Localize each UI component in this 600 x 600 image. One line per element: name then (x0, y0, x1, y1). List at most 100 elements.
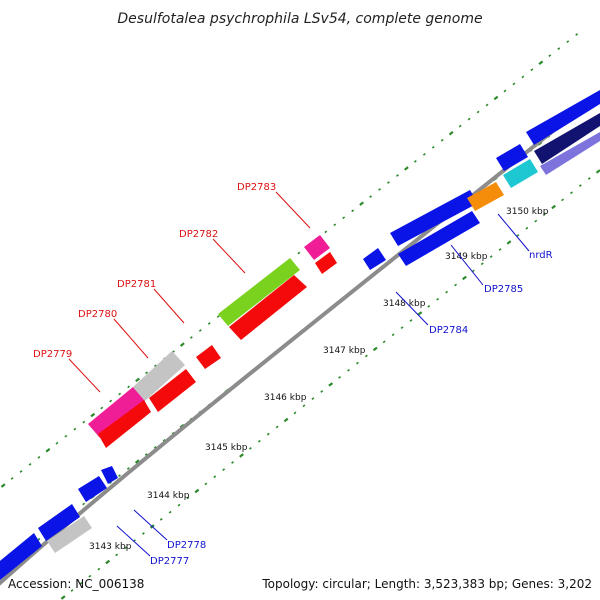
tick-dot-55 (493, 95, 499, 101)
tick-dot-172 (417, 311, 423, 316)
leader-dp2777 (116, 525, 151, 557)
tick-dot-151 (231, 461, 234, 464)
tick-dot-154 (257, 439, 261, 443)
tick-dot-2 (19, 470, 23, 473)
feature-red-3[interactable] (196, 345, 221, 369)
tick-dot-155 (266, 432, 270, 436)
tick-dot-177 (462, 275, 467, 281)
upper-leader-lines (68, 191, 311, 393)
label-dp2785[interactable]: DP2785 (484, 284, 523, 295)
tick-dot-58 (521, 75, 525, 79)
kbp-label-3143: 3143 kbp (89, 542, 132, 552)
tick-dot-16 (145, 371, 148, 375)
tick-dot-191 (587, 177, 591, 180)
tick-dot-132 (60, 595, 66, 600)
tick-dot-3 (28, 462, 32, 466)
feature-dp2780-grey[interactable] (133, 351, 185, 401)
tick-dot-186 (543, 212, 547, 216)
tick-dot-9 (82, 420, 86, 424)
label-nrdr[interactable]: nrdR (529, 250, 553, 261)
tick-dot-69 (37, 537, 41, 541)
kbp-label-3147: 3147 kbp (323, 346, 366, 356)
tick-dot-137 (105, 559, 111, 565)
tick-dot-45 (404, 166, 409, 171)
feature-blue-lower-3[interactable] (78, 476, 107, 502)
label-dp2781[interactable]: DP2781 (117, 279, 156, 290)
feature-dp2783-pink[interactable] (304, 235, 330, 260)
tick-dot-12 (109, 399, 113, 403)
tick-dot-20 (179, 342, 185, 347)
label-dp2783[interactable]: DP2783 (237, 182, 276, 193)
kbp-label-3149: 3149 kbp (445, 252, 488, 262)
label-dp2777[interactable]: DP2777 (150, 556, 189, 567)
kbp-label-3148: 3148 kbp (383, 299, 426, 309)
tick-dot-41 (369, 195, 372, 199)
tick-dot-152 (239, 453, 244, 458)
feature-lavender[interactable] (540, 132, 600, 175)
feature-blue-upper-4[interactable] (526, 90, 600, 145)
tick-dot-48 (431, 145, 435, 149)
tick-dot-10 (90, 412, 96, 418)
tick-dot-78 (118, 474, 121, 478)
label-dp2784[interactable]: DP2784 (429, 325, 468, 336)
feature-nrdr-orange[interactable] (467, 182, 504, 211)
leader-dp2783 (275, 191, 311, 229)
feature-blue-lower-4[interactable] (101, 466, 118, 484)
feature-blue-upper-2[interactable] (398, 211, 480, 266)
tick-dot-188 (561, 198, 564, 202)
feature-dp2785-blue[interactable] (390, 190, 478, 246)
feature-blue-lower-2[interactable] (38, 504, 80, 541)
feature-grey-lower[interactable] (47, 516, 92, 553)
feature-dp2779-pink[interactable] (88, 387, 145, 438)
tick-dot-134 (79, 581, 83, 585)
tick-dot-77 (109, 481, 112, 485)
tick-dot-156 (275, 425, 279, 429)
tick-dot-1 (10, 477, 14, 480)
tick-dot-138 (115, 553, 119, 557)
tick-dot-167 (372, 346, 378, 352)
tick-dot-184 (525, 226, 529, 230)
feature-navy[interactable] (534, 113, 600, 164)
label-dp2780[interactable]: DP2780 (78, 309, 117, 320)
tick-dot-57 (512, 82, 516, 86)
feature-red-4[interactable] (229, 275, 307, 340)
leader-dp2784 (395, 291, 429, 326)
tick-dot-8 (73, 427, 77, 431)
tick-dot-136 (97, 567, 101, 571)
genome-backbone (0, 90, 600, 586)
kbp-label-3145: 3145 kbp (205, 443, 248, 453)
tick-dot-74 (82, 502, 86, 506)
tick-dot-139 (124, 546, 127, 550)
accession-text: Accession: NC_006138 (8, 577, 144, 591)
tick-dot-187 (551, 204, 556, 210)
tick-dot-14 (127, 385, 131, 389)
tick-dot-169 (391, 333, 395, 337)
tick-dot-144 (168, 510, 172, 514)
tick-dot-189 (570, 191, 573, 195)
tick-dot-157 (283, 417, 289, 423)
feature-blue-upper-3[interactable] (496, 144, 528, 171)
tick-dot-145 (177, 503, 181, 507)
feature-dp2784-blue[interactable] (363, 248, 386, 270)
tick-dot-33 (297, 251, 301, 255)
feature-red-5[interactable] (315, 252, 337, 274)
tick-dot-63 (566, 40, 570, 43)
leader-dp2782 (212, 238, 246, 274)
tick-dot-59 (530, 68, 534, 72)
tick-dot-174 (436, 297, 440, 301)
tick-dot-46 (413, 159, 417, 163)
feature-red-2[interactable] (149, 369, 196, 412)
feature-cyan[interactable] (503, 159, 538, 188)
tick-dot-165 (356, 361, 359, 365)
feature-dp2782-green[interactable] (218, 258, 300, 326)
tick-dot-62 (557, 47, 561, 51)
feature-blue-lower-1[interactable] (0, 533, 42, 580)
feature-red-1[interactable] (98, 400, 151, 448)
tick-dot-51 (458, 124, 462, 128)
lower-strand-features (0, 90, 600, 580)
label-dp2778[interactable]: DP2778 (167, 540, 206, 551)
tick-dot-147 (194, 488, 200, 494)
label-dp2782[interactable]: DP2782 (179, 229, 218, 240)
label-dp2779[interactable]: DP2779 (33, 349, 72, 360)
tick-dot-21 (189, 336, 193, 339)
